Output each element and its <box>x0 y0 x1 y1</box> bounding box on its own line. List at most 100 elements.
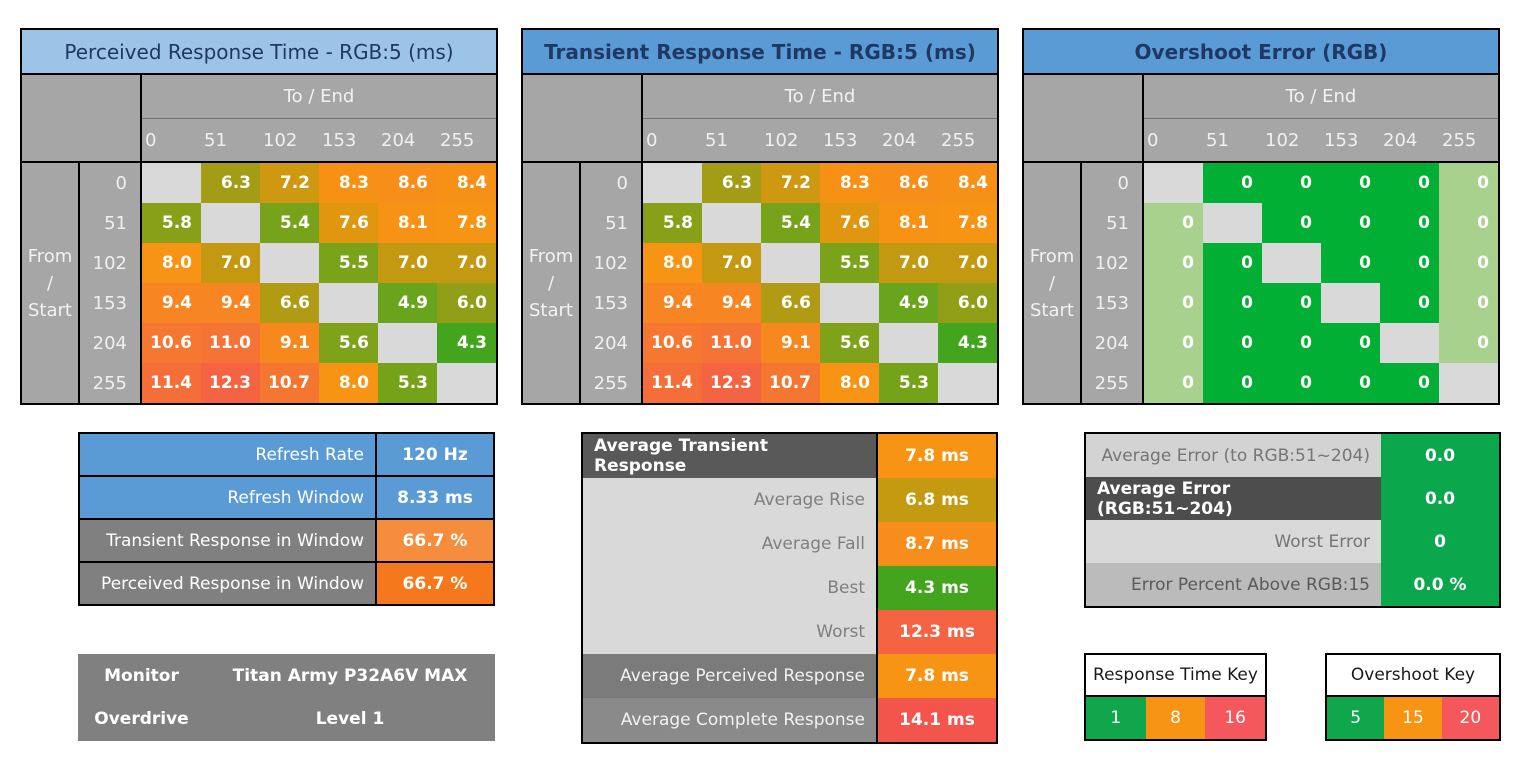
cell-153-to-153 <box>820 283 879 323</box>
cell-204-to-255: 4.3 <box>938 323 997 363</box>
from-start-label: From / Start <box>523 163 581 403</box>
from-start-line: Start <box>1030 299 1074 321</box>
cell-51-to-153: 7.6 <box>319 203 378 243</box>
column-header-51: 51 <box>702 119 761 163</box>
to-end-header: To / End <box>643 75 997 119</box>
perceived-response-grid: To / End 0 51 102 153 204 255 From / Start 0 6.3 7.2… <box>22 75 496 403</box>
cell-204-to-51: 11.0 <box>201 323 260 363</box>
cell-102-to-102 <box>761 243 820 283</box>
from-start-line: Start <box>28 299 72 321</box>
transient-response-title: Transient Response Time - RGB:5 (ms) <box>523 30 997 75</box>
row-header-204: 204 <box>581 323 643 363</box>
summary-value-perceived-response-in-window: 66.7 % <box>376 562 494 605</box>
summary-value-average-error-to-rgb-51-204: 0.0 <box>1381 434 1499 477</box>
cell-0-to-255: 0 <box>1439 163 1498 203</box>
matrix-tables-row: Perceived Response Time - RGB:5 (ms) To … <box>20 28 1500 405</box>
row-header-153: 153 <box>581 283 643 323</box>
column-header-0: 0 <box>1144 119 1203 163</box>
right-summary-column: Average Error (to RGB:51~204) 0.0 Average … <box>1022 432 1501 741</box>
cell-102-to-204: 0 <box>1380 243 1439 283</box>
cell-0-to-255: 8.4 <box>938 163 997 203</box>
row-header-0: 0 <box>80 163 142 203</box>
cell-153-to-102: 0 <box>1262 283 1321 323</box>
from-start-label: From / Start <box>1024 163 1082 403</box>
cell-51-to-255: 7.8 <box>938 203 997 243</box>
from-start-line: Start <box>529 299 573 321</box>
to-end-header: To / End <box>1144 75 1498 119</box>
summary-label-average-fall: Average Fall <box>583 522 878 566</box>
to-end-header: To / End <box>142 75 496 119</box>
cell-153-to-153 <box>1321 283 1380 323</box>
cell-153-to-0: 0 <box>1144 283 1203 323</box>
key-cell-20: 20 <box>1441 697 1499 739</box>
left-summary-column: Refresh Rate 120 Hz Refresh Window 8.33 ms T… <box>20 432 498 741</box>
color-keys-row: Response Time Key 1 8 16 Overshoot Key 5 15… <box>1084 653 1501 741</box>
perceived-response-title: Perceived Response Time - RGB:5 (ms) <box>22 30 496 75</box>
cell-204-to-204 <box>879 323 938 363</box>
cell-255-to-255 <box>437 363 496 403</box>
row-header-102: 102 <box>581 243 643 283</box>
row-header-51: 51 <box>80 203 142 243</box>
cell-153-to-0: 9.4 <box>643 283 702 323</box>
cell-204-to-255: 4.3 <box>437 323 496 363</box>
column-header-204: 204 <box>879 119 938 163</box>
cell-255-to-204: 0 <box>1380 363 1439 403</box>
summary-label-perceived-response-in-window: Perceived Response in Window <box>79 562 376 605</box>
column-header-51: 51 <box>1203 119 1262 163</box>
cell-204-to-153: 0 <box>1321 323 1380 363</box>
row-header-102: 102 <box>80 243 142 283</box>
cell-255-to-204: 5.3 <box>378 363 437 403</box>
cell-255-to-255 <box>1439 363 1498 403</box>
refresh-summary-table: Refresh Rate 120 Hz Refresh Window 8.33 ms T… <box>78 432 495 606</box>
cell-255-to-255 <box>938 363 997 403</box>
matrix-corner-cell <box>22 75 142 163</box>
summary-label-average-error-to-rgb-51-204: Average Error (to RGB:51~204) <box>1086 434 1381 477</box>
cell-153-to-255: 0 <box>1439 283 1498 323</box>
cell-255-to-204: 5.3 <box>879 363 938 403</box>
cell-51-to-204: 8.1 <box>879 203 938 243</box>
key-cell-5: 5 <box>1327 697 1385 739</box>
cell-51-to-102: 5.4 <box>260 203 319 243</box>
cell-204-to-153: 5.6 <box>319 323 378 363</box>
perceived-response-table: Perceived Response Time - RGB:5 (ms) To … <box>20 28 498 405</box>
summary-row: Refresh Rate 120 Hz Refresh Window 8.33 ms T… <box>0 405 1521 744</box>
cell-204-to-102: 9.1 <box>260 323 319 363</box>
cell-0-to-204: 0 <box>1380 163 1439 203</box>
cell-102-to-51: 7.0 <box>702 243 761 283</box>
cell-153-to-204: 4.9 <box>879 283 938 323</box>
from-start-line: From <box>528 245 574 267</box>
cell-51-to-102: 5.4 <box>761 203 820 243</box>
column-header-51: 51 <box>201 119 260 163</box>
column-header-204: 204 <box>378 119 437 163</box>
summary-value-refresh-window: 8.33 ms <box>376 476 494 519</box>
cell-0-to-102: 0 <box>1262 163 1321 203</box>
cell-0-to-153: 0 <box>1321 163 1380 203</box>
cell-153-to-153 <box>319 283 378 323</box>
cell-255-to-102: 10.7 <box>260 363 319 403</box>
response-time-key-title: Response Time Key <box>1086 655 1265 697</box>
transient-response-table: Transient Response Time - RGB:5 (ms) To … <box>521 28 999 405</box>
cell-102-to-255: 7.0 <box>938 243 997 283</box>
transient-summary-table: Average Transient Response 7.8 ms Average … <box>581 432 998 744</box>
column-header-204: 204 <box>1380 119 1439 163</box>
summary-label-best: Best <box>583 566 878 610</box>
summary-label-worst: Worst <box>583 610 878 654</box>
row-header-204: 204 <box>80 323 142 363</box>
overshoot-error-table: Overshoot Error (RGB) To / End 0 51 102 153 2… <box>1022 28 1500 405</box>
from-start-line: / <box>46 272 54 294</box>
cell-102-to-102 <box>1262 243 1321 283</box>
summary-value-average-complete-response: 14.1 ms <box>878 698 996 742</box>
error-summary-table: Average Error (to RGB:51~204) 0.0 Average … <box>1084 432 1501 608</box>
summary-value-average-perceived-response: 7.8 ms <box>878 654 996 698</box>
cell-51-to-153: 7.6 <box>820 203 879 243</box>
cell-255-to-51: 0 <box>1203 363 1262 403</box>
column-header-255: 255 <box>437 119 496 163</box>
cell-153-to-255: 6.0 <box>938 283 997 323</box>
matrix-corner-cell <box>1024 75 1144 163</box>
cell-51-to-51 <box>702 203 761 243</box>
summary-label-transient-response-in-window: Transient Response in Window <box>79 519 376 562</box>
summary-value-best: 4.3 ms <box>878 566 996 610</box>
cell-51-to-0: 5.8 <box>643 203 702 243</box>
column-header-102: 102 <box>1262 119 1321 163</box>
